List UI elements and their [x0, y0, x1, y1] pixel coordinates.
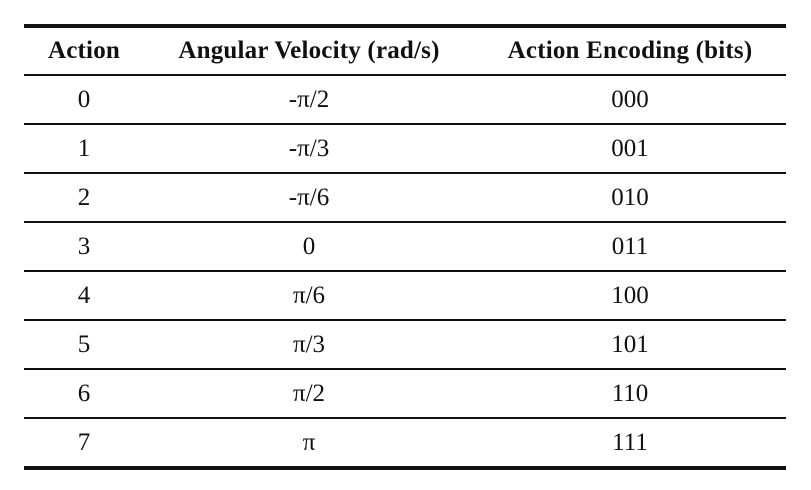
cell-angular-velocity: π/6 [144, 271, 474, 321]
cell-encoding: 100 [474, 271, 786, 321]
cell-action: 7 [24, 418, 144, 470]
cell-action: 5 [24, 320, 144, 370]
table-row: 4 π/6 100 [24, 271, 786, 321]
cell-angular-velocity: -π/2 [144, 75, 474, 125]
table-row: 7 π 111 [24, 418, 786, 470]
table-row: 6 π/2 110 [24, 369, 786, 419]
cell-encoding: 001 [474, 124, 786, 174]
header-action: Action [47, 37, 121, 64]
table-row: 3 0 011 [24, 222, 786, 272]
table-row: 2 -π/6 010 [24, 173, 786, 223]
action-table-container: Action Angular Velocity (rad/s) Action E… [24, 24, 786, 470]
action-table: Action Angular Velocity (rad/s) Action E… [24, 24, 786, 470]
cell-encoding: 011 [474, 222, 786, 272]
cell-encoding: 110 [474, 369, 786, 419]
cell-action: 3 [24, 222, 144, 272]
table-row: 0 -π/2 000 [24, 75, 786, 125]
cell-angular-velocity: π [144, 418, 474, 470]
cell-action: 4 [24, 271, 144, 321]
table-row: 1 -π/3 001 [24, 124, 786, 174]
header-angular-velocity: Angular Velocity (rad/s) [178, 37, 440, 64]
header-row: Action Angular Velocity (rad/s) Action E… [24, 26, 786, 75]
header-action-encoding: Action Encoding (bits) [507, 37, 753, 64]
cell-angular-velocity: 0 [144, 222, 474, 272]
cell-angular-velocity: -π/3 [144, 124, 474, 174]
cell-angular-velocity: -π/6 [144, 173, 474, 223]
cell-encoding: 101 [474, 320, 786, 370]
table-row: 5 π/3 101 [24, 320, 786, 370]
cell-encoding: 000 [474, 75, 786, 125]
cell-action: 6 [24, 369, 144, 419]
cell-action: 1 [24, 124, 144, 174]
cell-encoding: 111 [474, 418, 786, 470]
cell-action: 0 [24, 75, 144, 125]
table-header: Action Angular Velocity (rad/s) Action E… [24, 26, 786, 75]
cell-action: 2 [24, 173, 144, 223]
cell-encoding: 010 [474, 173, 786, 223]
cell-angular-velocity: π/3 [144, 320, 474, 370]
cell-angular-velocity: π/2 [144, 369, 474, 419]
table-body: 0 -π/2 000 1 -π/3 001 2 -π/6 010 3 0 011… [24, 75, 786, 470]
